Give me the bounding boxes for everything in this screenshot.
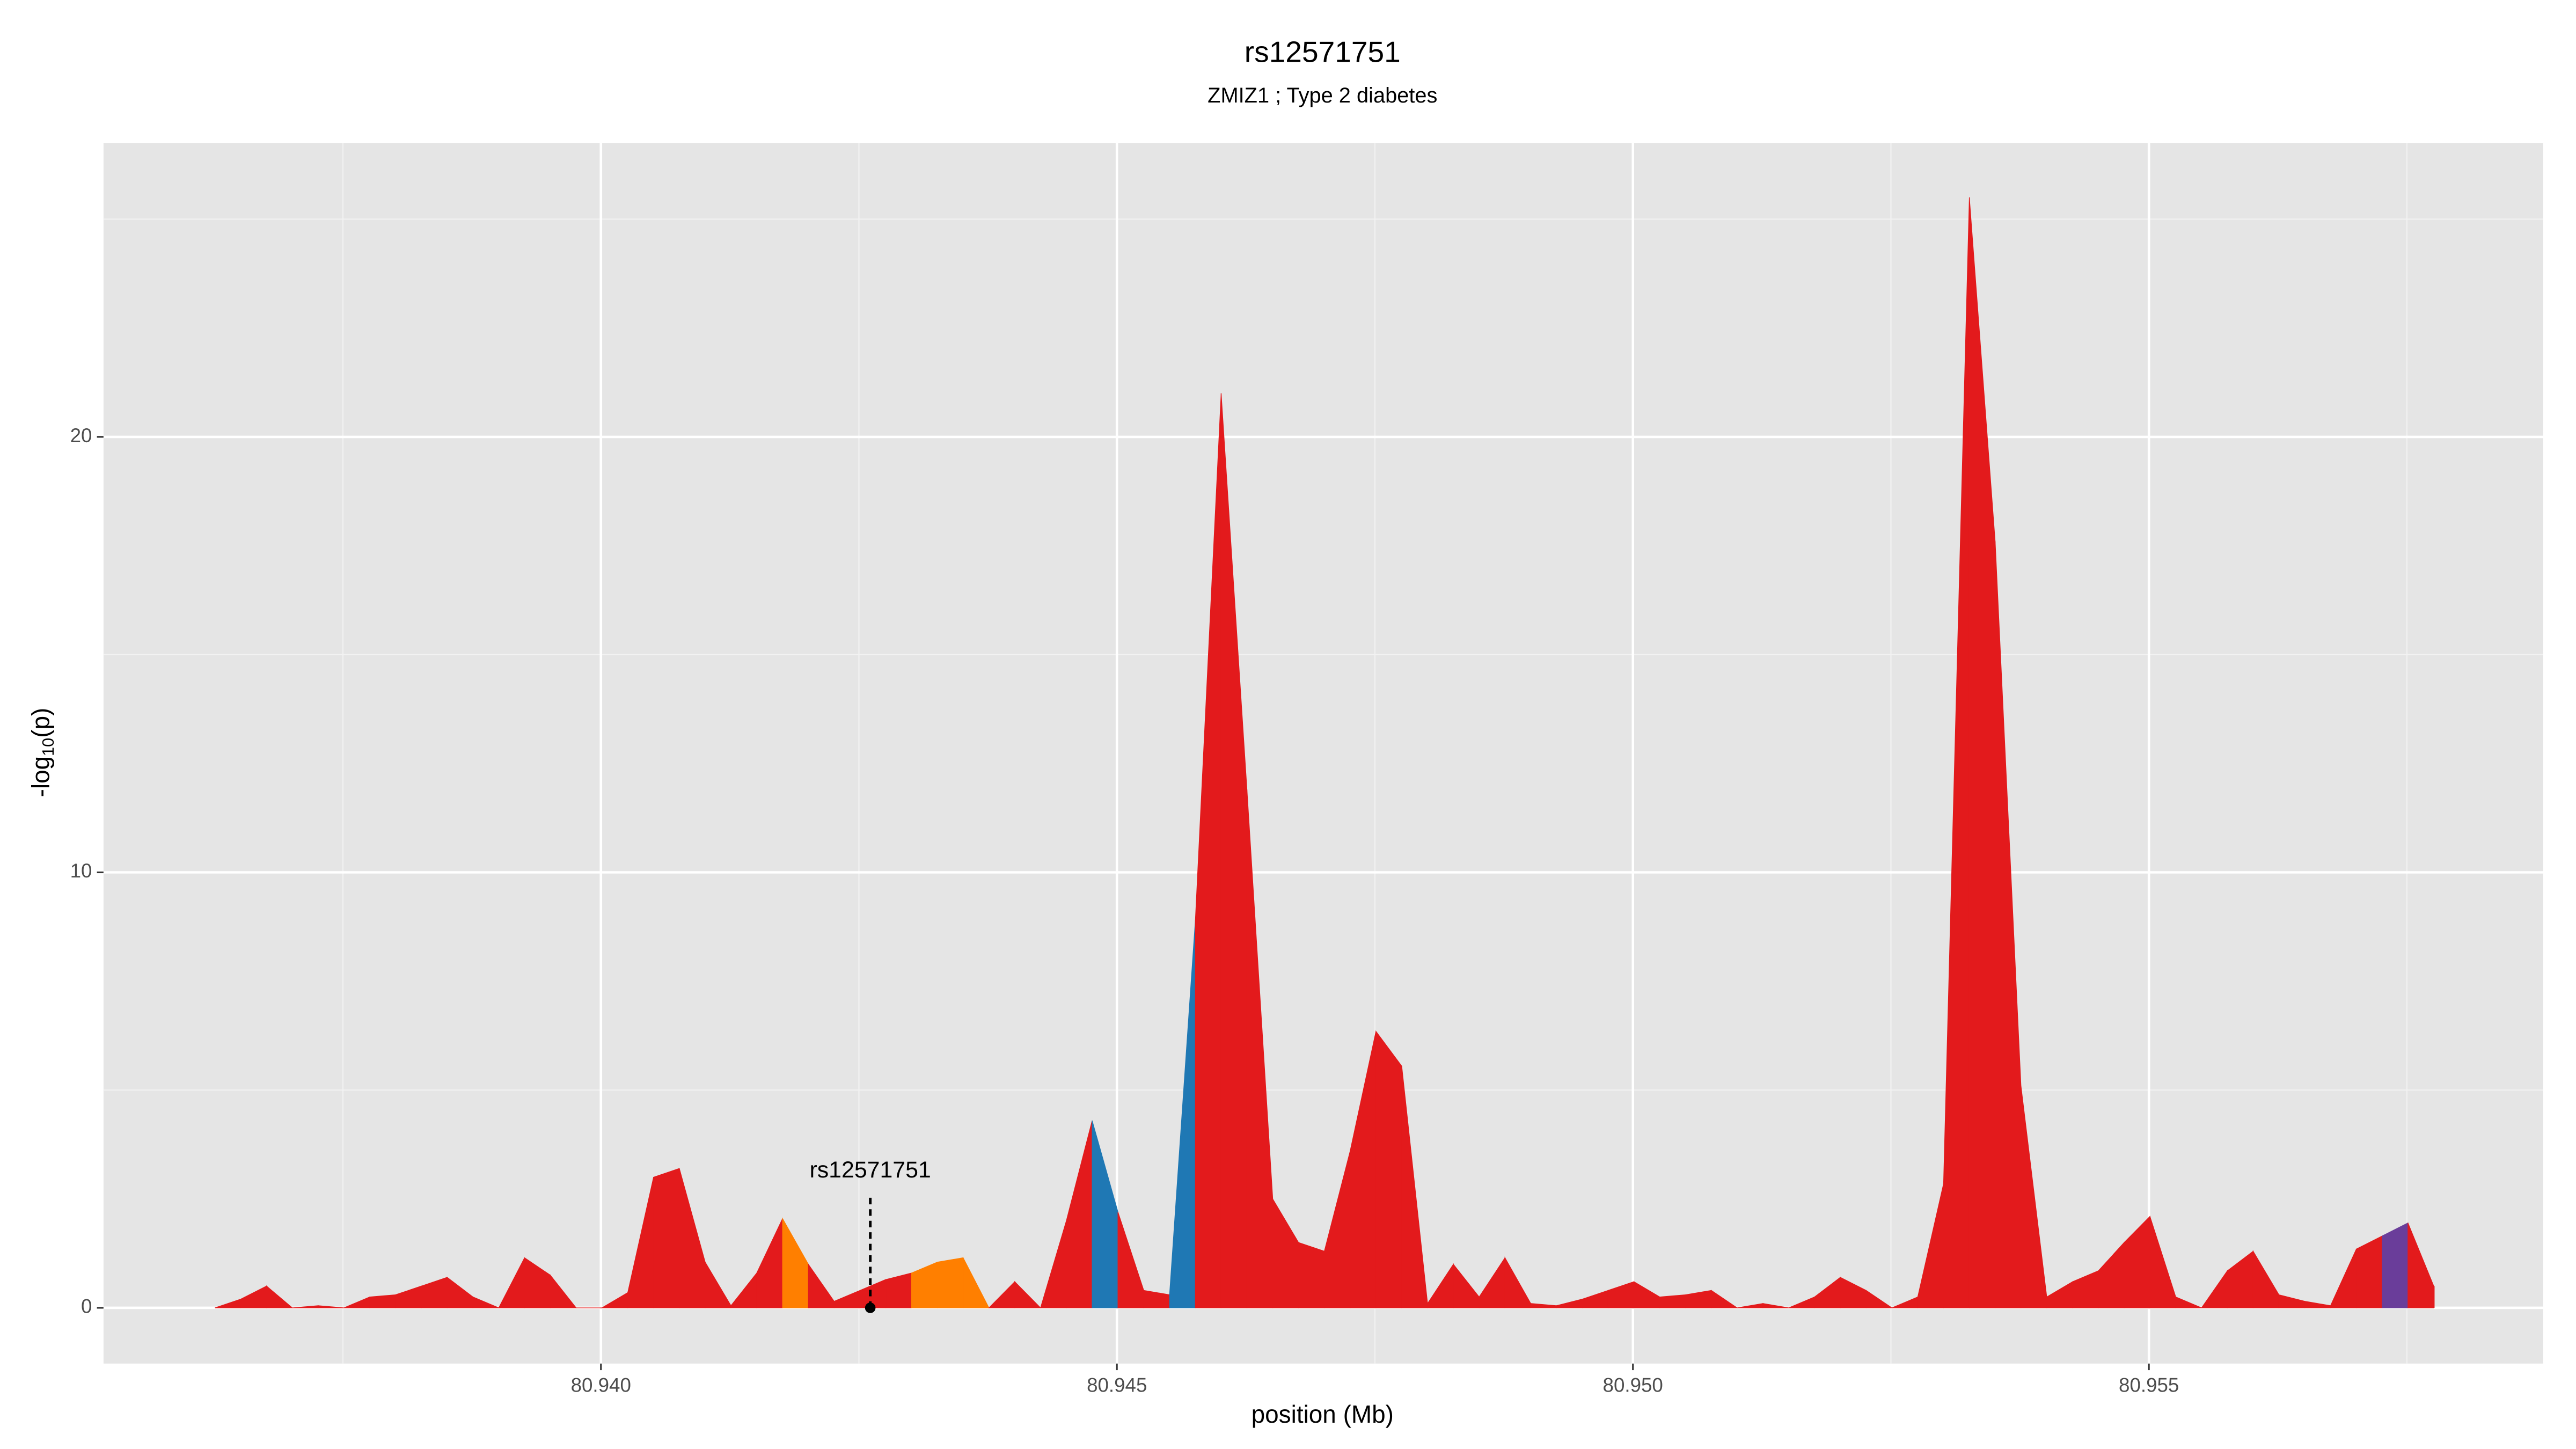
area-segment bbox=[1711, 1290, 1738, 1308]
plot-background bbox=[103, 143, 2543, 1364]
area-segment bbox=[1659, 1294, 1686, 1308]
x-tick-label: 80.940 bbox=[571, 1374, 631, 1396]
annotation-label: rs12571751 bbox=[809, 1157, 931, 1183]
y-tick-label: 10 bbox=[70, 860, 92, 882]
area-segment bbox=[2356, 1235, 2383, 1308]
chart-subtitle: ZMIZ1 ; Type 2 diabetes bbox=[1208, 84, 1437, 107]
x-tick-label: 80.950 bbox=[1603, 1374, 1663, 1396]
area-segment bbox=[318, 1305, 344, 1308]
chart-title: rs12571751 bbox=[1245, 35, 1401, 69]
area-segment bbox=[653, 1168, 680, 1308]
area-segment bbox=[885, 1272, 912, 1308]
x-tick-label: 80.955 bbox=[2119, 1374, 2179, 1396]
area-segment bbox=[266, 1285, 294, 1308]
area-segment bbox=[1865, 1290, 1893, 1308]
area-segment bbox=[369, 1294, 396, 1308]
y-axis-label: -log10(p) bbox=[27, 708, 57, 797]
area-segment bbox=[1014, 1280, 1042, 1308]
area-segment bbox=[2382, 1222, 2409, 1308]
area-segment bbox=[550, 1274, 577, 1308]
x-axis-label: position (Mb) bbox=[1252, 1400, 1394, 1428]
area-segment bbox=[963, 1257, 990, 1308]
marks: rs12571751 bbox=[215, 197, 2435, 1313]
y-tick-label: 20 bbox=[70, 425, 92, 447]
y-label-sub: 10 bbox=[39, 738, 57, 756]
y-tick-label: 0 bbox=[81, 1296, 92, 1318]
y-label-part: -log bbox=[27, 756, 55, 797]
annotation-point bbox=[865, 1302, 876, 1313]
x-tick-label: 80.945 bbox=[1087, 1374, 1147, 1396]
area-segment bbox=[1375, 1030, 1402, 1308]
area-segment bbox=[472, 1296, 499, 1308]
y-label-part: (p) bbox=[27, 708, 55, 738]
area-segment bbox=[1762, 1303, 1789, 1308]
area-segment bbox=[2175, 1296, 2202, 1308]
area-segment bbox=[1298, 1242, 1325, 1308]
area-segment bbox=[937, 1257, 964, 1308]
